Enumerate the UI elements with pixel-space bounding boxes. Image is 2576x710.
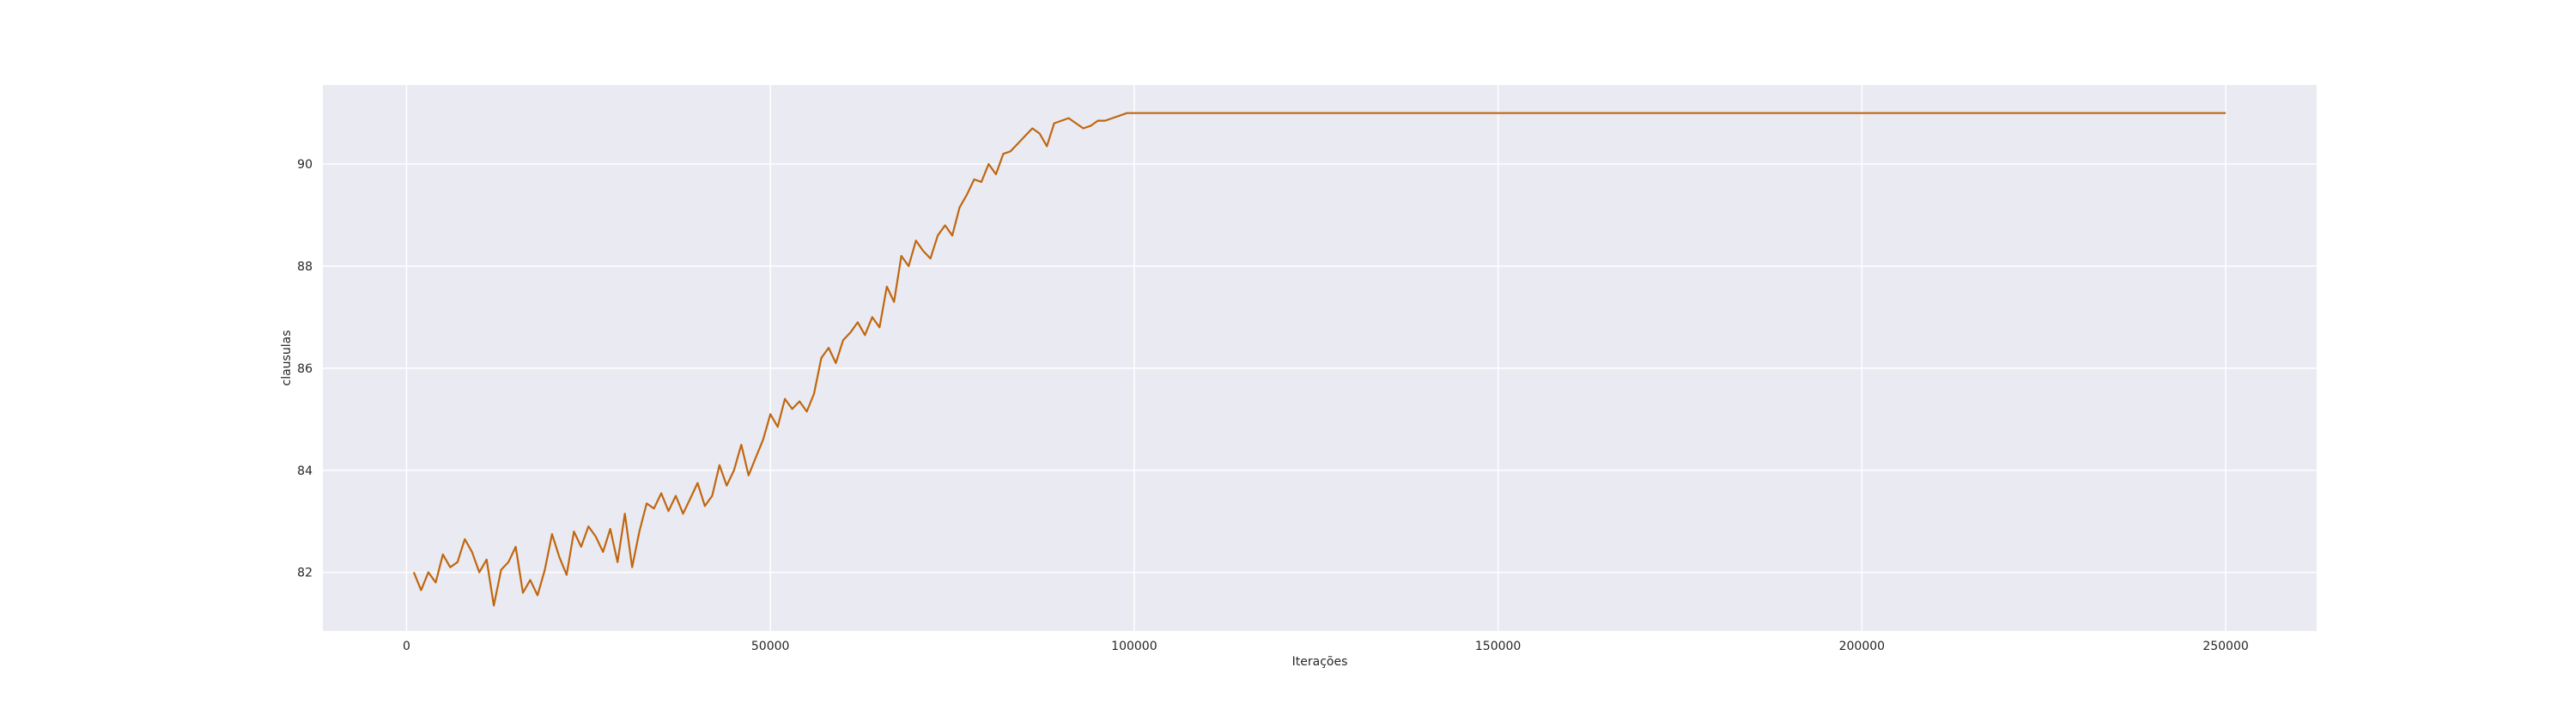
- y-tick-label: 82: [297, 567, 313, 580]
- grid-lines: [323, 85, 2317, 631]
- x-tick-label: 0: [403, 640, 410, 653]
- plot-area-background: [323, 85, 2317, 631]
- x-axis-label: Iterações: [1292, 655, 1348, 669]
- x-tick-label: 50000: [751, 640, 790, 653]
- x-tick-label: 150000: [1475, 640, 1521, 653]
- y-tick-label: 86: [297, 362, 313, 376]
- y-axis-ticks: 82 84 86 88 90: [297, 158, 313, 580]
- y-tick-label: 88: [297, 260, 313, 274]
- x-tick-label: 250000: [2202, 640, 2248, 653]
- x-tick-label: 200000: [1839, 640, 1885, 653]
- y-tick-label: 90: [297, 158, 313, 172]
- y-tick-label: 84: [297, 464, 313, 478]
- x-axis-ticks: 0 50000 100000 150000 200000 250000: [403, 640, 2249, 653]
- series-line: [412, 112, 2227, 607]
- y-axis-label: clausulas: [280, 331, 294, 386]
- x-tick-label: 100000: [1111, 640, 1157, 653]
